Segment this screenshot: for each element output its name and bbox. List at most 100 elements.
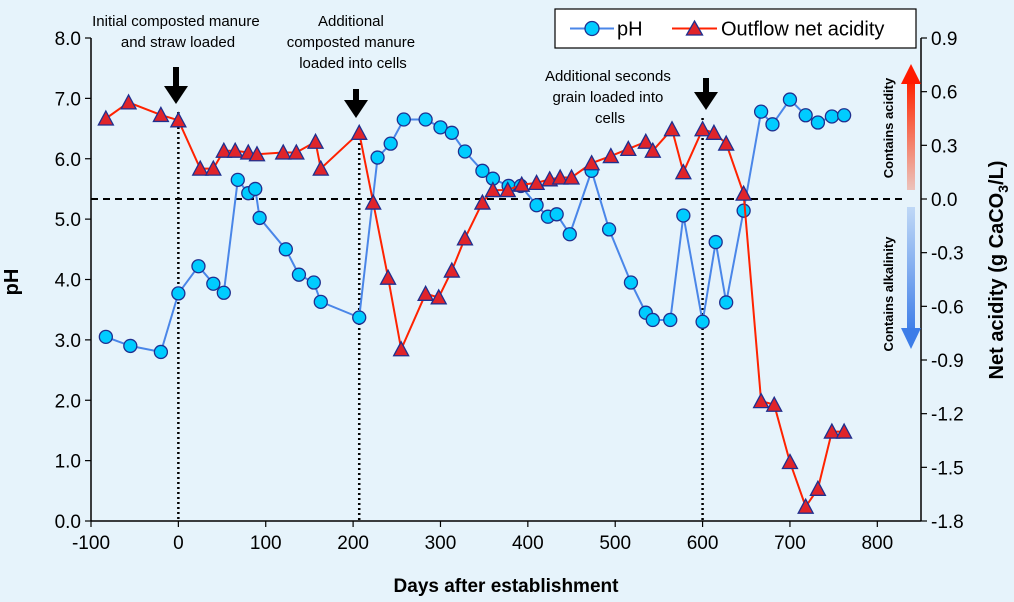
acidity-point — [306, 132, 325, 149]
ph-point — [370, 150, 385, 165]
left-y-tick-label: 6.0 — [55, 150, 81, 171]
left-y-axis: 0.0 1.0 2.0 3.0 4.0 5.0 6.0 7.0 8.0 — [55, 29, 92, 533]
left-y-tick-label: 0.0 — [55, 512, 81, 533]
ph-point — [291, 267, 307, 282]
ph-point — [252, 210, 267, 226]
acidity-point — [765, 395, 783, 412]
acidity-point — [637, 132, 655, 149]
acidity-point — [693, 120, 712, 137]
acidity-point — [527, 174, 546, 191]
x-tick-label: 800 — [861, 533, 893, 554]
acidity-point — [513, 175, 531, 192]
x-tick-label: 200 — [337, 533, 369, 554]
x-axis-title: Days after establishment — [394, 576, 620, 597]
acidity-point — [379, 268, 397, 285]
annotation-grain: Additional seconds grain loaded into cel… — [545, 68, 675, 127]
right-y-tick-label: 0.6 — [931, 83, 957, 104]
acidity-point — [287, 143, 305, 160]
x-tick-label: 100 — [250, 533, 282, 554]
ph-point — [306, 275, 321, 290]
ph-point — [171, 286, 186, 301]
ph-series — [98, 92, 852, 360]
right-y-axis-title: Net acidity (g CaCO3/L) — [986, 161, 1011, 380]
ph-point — [765, 117, 780, 132]
annotation-grain-line-1: Additional seconds — [545, 68, 671, 85]
acidity-point — [619, 140, 637, 157]
ph-point — [352, 310, 367, 325]
ph-point — [206, 276, 221, 291]
acidity-point — [583, 154, 601, 171]
ph-point — [601, 222, 617, 237]
acidity-point — [499, 181, 517, 198]
legend: pH Outflow net acidity — [554, 8, 917, 49]
x-tick-label: -100 — [72, 533, 110, 554]
ph-point — [719, 295, 734, 310]
acidity-point — [823, 422, 841, 439]
acidity-label: Contains acidity — [881, 77, 896, 178]
ph-point — [383, 136, 398, 151]
x-tick-label: 0 — [173, 533, 184, 554]
acidity-point — [674, 163, 692, 180]
acidity-point — [663, 120, 681, 137]
ph-point — [782, 92, 798, 107]
legend-acidity-label: Outflow net acidity — [721, 19, 884, 41]
ph-point — [153, 344, 169, 360]
acidity-point — [152, 106, 170, 123]
right-y-tick-label: -0.6 — [931, 297, 964, 318]
x-tick-label: 500 — [599, 533, 631, 554]
left-y-tick-label: 5.0 — [55, 210, 81, 231]
ph-point — [444, 125, 459, 140]
right-y-axis-title-end: /L) — [986, 161, 1008, 185]
acidity-point — [443, 261, 461, 278]
ph-point — [123, 338, 138, 354]
ph-point — [433, 120, 448, 135]
acidity-point — [602, 147, 620, 164]
ph-point — [753, 104, 769, 119]
acidity-point — [119, 93, 138, 110]
acidity-point — [312, 159, 330, 176]
ph-point — [191, 259, 206, 274]
acidity-point — [781, 453, 799, 470]
right-y-tick-label: -0.3 — [931, 244, 964, 265]
acidity-point — [797, 497, 815, 514]
right-y-tick-label: -1.8 — [931, 512, 964, 533]
alkalinity-arrow-icon — [901, 207, 921, 349]
x-axis: -100 0 100 200 300 400 500 600 700 800 — [72, 520, 921, 554]
left-y-tick-label: 7.0 — [55, 89, 81, 110]
vertical-markers — [177, 112, 704, 521]
left-y-tick-label: 3.0 — [55, 331, 81, 352]
ph-point — [248, 181, 263, 197]
acidity-point — [835, 422, 853, 439]
x-tick-label: 700 — [774, 533, 806, 554]
left-y-tick-label: 2.0 — [55, 391, 81, 412]
right-y-axis: -1.8 -1.5 -1.2 -0.9 -0.6 -0.3 0.0 0.3 0.6 0.9 — [920, 29, 964, 533]
down-arrow-icon — [344, 89, 368, 118]
ph-point — [475, 163, 490, 178]
annotation-initial: Initial composted manure and straw loade… — [92, 13, 264, 51]
annotation-manure-line-3: loaded into cells — [299, 55, 407, 72]
ph-point — [98, 329, 114, 345]
acidity-point — [226, 141, 244, 158]
acidity-point — [274, 143, 292, 160]
acidity-point — [350, 123, 368, 140]
left-y-tick-label: 8.0 — [55, 29, 81, 50]
acidity-point — [473, 193, 491, 210]
acidity-point — [717, 134, 735, 151]
acidity-point — [705, 123, 723, 140]
ph-point — [836, 108, 852, 123]
left-y-axis-title: pH — [1, 269, 23, 296]
annotation-manure: Additional composted manure loaded into … — [287, 13, 420, 72]
legend-box — [554, 8, 917, 49]
ph-point — [278, 242, 293, 257]
ph-point — [216, 285, 231, 300]
right-y-tick-label: -0.9 — [931, 351, 964, 372]
right-y-axis-title-sub: 3 — [995, 185, 1011, 193]
x-tick-label: 300 — [425, 533, 457, 554]
acidity-point — [215, 141, 233, 158]
down-arrow-icon — [164, 67, 188, 104]
acidity-point — [97, 109, 115, 126]
left-y-tick-label: 4.0 — [55, 271, 81, 292]
ph-point — [549, 207, 564, 222]
ph-point — [676, 208, 691, 223]
acidity-point — [644, 141, 662, 158]
